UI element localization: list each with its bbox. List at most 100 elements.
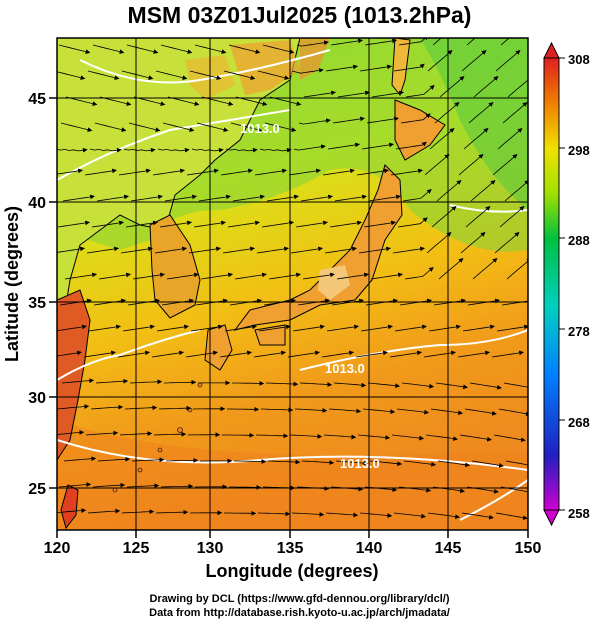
wind-streamline xyxy=(492,153,518,176)
wind-streamline xyxy=(57,168,83,175)
wind-streamline xyxy=(223,70,256,80)
wind-streamline xyxy=(227,406,260,412)
wind-streamline xyxy=(125,220,158,228)
wind-streamline xyxy=(459,434,492,442)
wind-streamline xyxy=(260,407,294,413)
wind-streamline xyxy=(473,75,499,98)
y-tick-label: 30 xyxy=(28,390,46,407)
wind-streamline xyxy=(469,382,502,390)
wind-streamline xyxy=(329,220,362,228)
colorbar-max-arrow xyxy=(543,41,560,59)
wind-streamline xyxy=(57,350,82,357)
wind-streamline xyxy=(498,408,528,417)
wind-streamline xyxy=(266,194,299,202)
wind-streamline xyxy=(433,298,466,306)
wind-streamline xyxy=(434,101,460,124)
wind-streamline xyxy=(426,231,452,254)
wind-streamline xyxy=(98,272,131,280)
wind-streamline xyxy=(259,147,292,153)
wind-streamline xyxy=(265,381,299,387)
wind-streamline xyxy=(155,509,189,515)
wind-streamline xyxy=(289,434,323,439)
wind-streamline xyxy=(464,408,497,416)
wind-streamline xyxy=(188,246,221,254)
wind-streamline xyxy=(327,142,360,150)
wind-streamline xyxy=(491,350,524,358)
wind-streamline xyxy=(457,350,490,358)
wind-streamline xyxy=(326,324,359,332)
wind-streamline xyxy=(497,127,523,150)
wind-streamline xyxy=(127,298,160,306)
wind-streamline xyxy=(370,272,403,280)
wind-streamline xyxy=(366,116,399,124)
wind-streamline xyxy=(503,382,528,388)
wind-streamline xyxy=(297,298,330,306)
wind-streamline xyxy=(301,460,335,466)
wind-streamline xyxy=(117,350,150,358)
wind-streamline xyxy=(64,272,97,280)
x-tick-label: 145 xyxy=(435,540,462,557)
y-axis-label: Latitude (degrees) xyxy=(2,206,22,362)
wind-streamline xyxy=(435,382,468,390)
wind-streamline xyxy=(355,350,388,358)
wind-streamline xyxy=(267,459,301,465)
y-tick-label: 25 xyxy=(28,481,46,498)
wind-streamline xyxy=(229,298,262,306)
wind-streamline xyxy=(402,188,432,202)
footer-credit-data: Data from http://database.rish.kyoto-u.a… xyxy=(149,607,450,619)
wind-streamline xyxy=(58,482,92,488)
wind-streamline xyxy=(230,122,263,132)
isobar-label: 1013.0 xyxy=(325,361,365,376)
wind-streamline xyxy=(437,460,470,468)
wind-streamline xyxy=(84,168,117,176)
wind-streamline xyxy=(461,512,494,520)
colorbar-tick-label: 278 xyxy=(568,324,590,339)
wind-streamline xyxy=(368,194,401,202)
wind-streamline xyxy=(165,457,199,463)
wind-streamline xyxy=(287,350,320,358)
wind-streamline xyxy=(124,405,158,411)
wind-streamline xyxy=(499,205,525,228)
wind-streamline xyxy=(439,75,465,98)
wind-streamline xyxy=(95,378,129,384)
wind-streamline xyxy=(195,298,228,306)
wind-streamline xyxy=(162,122,195,132)
wind-streamline xyxy=(432,38,442,46)
wind-streamline xyxy=(359,64,392,72)
wind-streamline xyxy=(505,460,528,466)
wind-streamline xyxy=(504,179,528,202)
wind-streamline xyxy=(219,350,252,358)
wind-streamline xyxy=(261,220,294,228)
wind-streamline xyxy=(436,179,462,202)
wind-streamline xyxy=(400,113,431,124)
wind-streamline xyxy=(257,70,290,80)
wind-streamline xyxy=(122,324,155,332)
footer-credit-drawing: Drawing by DCL (https://www.gfd-dennou.o… xyxy=(149,593,450,605)
x-axis-label: Longitude (degrees) xyxy=(205,561,378,581)
wind-streamline xyxy=(291,512,325,517)
wind-streamline xyxy=(163,379,197,385)
wind-streamline xyxy=(190,324,223,332)
wind-streamline xyxy=(227,220,260,228)
wind-streamline xyxy=(463,127,489,150)
plot-frame xyxy=(56,37,529,531)
wind-streamline xyxy=(92,482,126,488)
wind-streamline xyxy=(96,194,129,202)
wind-streamline xyxy=(198,194,231,202)
wind-streamline xyxy=(495,512,528,521)
wind-streamline xyxy=(321,350,354,358)
wind-streamline xyxy=(332,116,365,124)
wind-streamline xyxy=(121,70,154,80)
wind-streamline xyxy=(63,456,97,462)
wind-streamline xyxy=(506,257,528,280)
wind-streamline xyxy=(472,257,498,280)
wind-streamline xyxy=(334,194,367,202)
wind-streamline xyxy=(83,350,116,358)
wind-streamline xyxy=(229,485,262,490)
wind-streamline xyxy=(405,84,435,98)
wind-streamline xyxy=(461,49,487,72)
wind-streamline xyxy=(324,246,357,254)
colorbar-tick-label: 288 xyxy=(568,233,590,248)
wind-streamline xyxy=(333,382,367,388)
